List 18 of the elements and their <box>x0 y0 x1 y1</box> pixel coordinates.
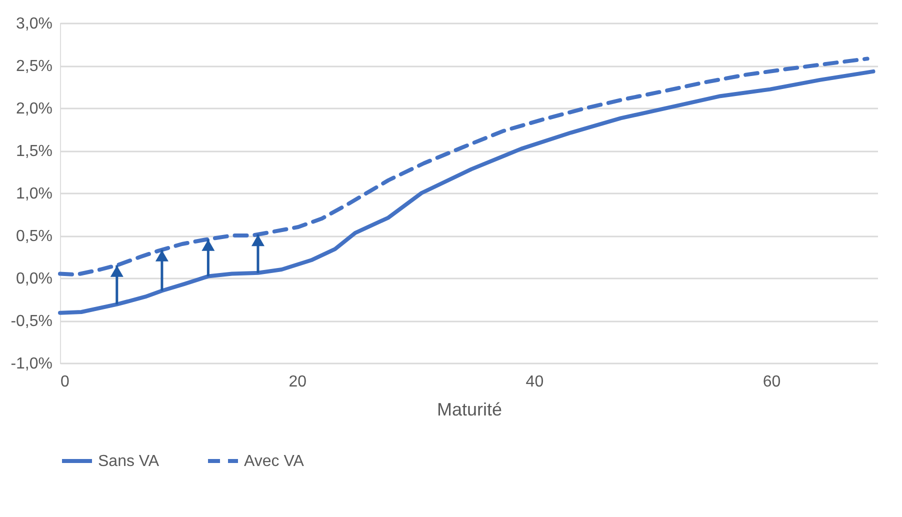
x-axis-title: Maturité <box>436 400 502 420</box>
y-tick-label: -1,0% <box>10 356 52 372</box>
x-tick-label: 0 <box>60 374 70 390</box>
y-tick-label: -0,5% <box>10 313 52 330</box>
y-tick-label: 0,5% <box>16 228 52 245</box>
y-tick-label: 3,0% <box>16 16 52 32</box>
y-tick-label: 0,0% <box>16 270 52 288</box>
line-series <box>58 56 870 277</box>
line-series <box>58 69 876 315</box>
y-tick-label: 1,0% <box>16 186 52 202</box>
x-tick-label: 40 <box>526 374 544 390</box>
legend-label: Sans VA <box>98 453 160 470</box>
x-tick-label: 20 <box>288 374 307 390</box>
y-tick-label: 1,5% <box>16 143 52 160</box>
legend-label: Avec VA <box>244 453 304 470</box>
y-tick-label: 2,5% <box>16 58 52 75</box>
x-tick-label: 60 <box>762 374 781 390</box>
y-tick-label: 2,0% <box>16 100 52 118</box>
